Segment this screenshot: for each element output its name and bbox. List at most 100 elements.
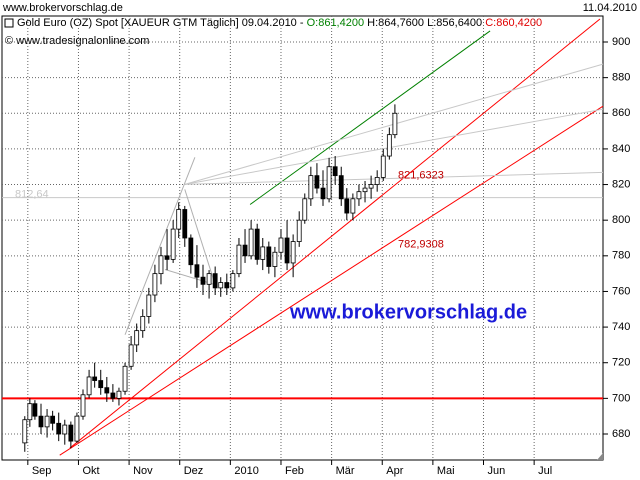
candle-body [224,282,230,289]
candle-body [386,134,392,157]
candle-body [308,175,314,200]
candle-body [344,198,350,214]
trendline [184,189,216,285]
x-tick-label: Nov [133,465,153,477]
candle-body [134,330,140,346]
x-tick-label: Mai [437,465,455,477]
x-tick-label: 2010 [234,465,258,477]
x-tick-label: Jul [538,465,552,477]
candle-body [194,264,200,278]
candle-body [116,390,122,399]
candle-body [164,255,170,260]
plot-layer: 812,64 821,6323 782,9308 [2,16,604,460]
candle-body [218,282,224,289]
candle-body [62,424,68,435]
candle-body [50,415,56,424]
candle-body [140,315,146,332]
level-label: 812,64 [15,189,49,201]
candle-body [380,155,386,178]
candle-body [266,246,272,267]
candle-body [170,228,176,260]
candle-body [98,380,104,389]
date: 11.04.2010 [583,2,637,14]
candle-body [338,175,344,200]
candle-body [326,166,332,200]
candle-body [272,251,278,267]
candle-body [296,219,302,242]
trendline [249,30,491,205]
y-tick-label: 740 [612,321,630,333]
candle-body [200,276,206,285]
trendline [59,105,604,456]
close-value: C:860,4200 [485,17,542,29]
candle-body [314,175,320,189]
y-tick-label: 780 [612,250,630,262]
x-tick-label: Jun [488,465,506,477]
candle-body [158,255,164,275]
candle-body [56,422,62,435]
candle-body [392,112,398,136]
y-tick-label: 720 [612,357,630,369]
candle-body [350,198,356,214]
y-tick-label: 860 [612,107,630,119]
chart-header: Gold Euro (OZ) Spot [XAUEUR GTM Täglich]… [17,17,542,29]
candle-body [74,415,80,442]
level-label: 782,9308 [398,239,444,251]
candle-body [152,273,158,296]
candle-body [320,187,326,200]
instrument: Gold Euro (OZ) Spot [XAUEUR GTM Täglich]… [17,17,304,29]
watermark: www.brokervorschlag.de [289,301,527,323]
trendline [184,171,604,185]
candle-body [236,244,242,275]
candle-body [254,228,260,260]
candle-body [176,209,182,230]
y-tick-label: 800 [612,214,630,226]
candle-body [27,403,33,421]
candle-body [182,209,188,239]
x-tick-label: Dez [184,465,204,477]
y-tick-label: 900 [612,36,630,48]
candle-body [92,376,98,381]
candle-body [302,198,308,221]
x-tick-label: Apr [386,465,403,477]
candle-body [278,237,284,253]
trendline [124,157,196,335]
source: © www.tradesignalonline.com [5,35,149,47]
trendline [184,108,604,185]
candle-body [212,273,218,289]
candle-body [22,419,28,444]
candle-body [260,246,266,260]
candle-body [38,415,44,428]
candle-body [206,273,212,285]
candle-body [368,184,374,189]
candle-body [242,244,248,257]
y-tick-label: 840 [612,143,630,155]
level-label: 821,6323 [398,170,444,182]
scroll-marker [597,453,603,460]
candle-body [290,241,296,264]
high-value: H:864,7600 [367,17,424,29]
candle-body [332,166,338,177]
x-tick-label: Okt [82,465,99,477]
candle-body [80,394,86,417]
symbol-icon [4,18,14,28]
candle-body [104,387,110,394]
candle-body [44,415,50,428]
candle-body [188,237,194,266]
candle-body [86,376,92,396]
candle-body [146,294,152,317]
y-tick-label: 680 [612,428,630,440]
candle-body [32,403,38,417]
candle-body [356,191,362,200]
y-tick-label: 820 [612,178,630,190]
y-tick-label: 880 [612,72,630,84]
candle-body [68,424,74,442]
y-tick-label: 700 [612,392,630,404]
y-tick-label: 760 [612,285,630,297]
low-value: L:856,6400 [427,17,482,29]
candle-body [248,228,254,257]
candle-body [230,273,236,289]
plot-area [1,15,604,461]
candle-body [362,187,368,193]
